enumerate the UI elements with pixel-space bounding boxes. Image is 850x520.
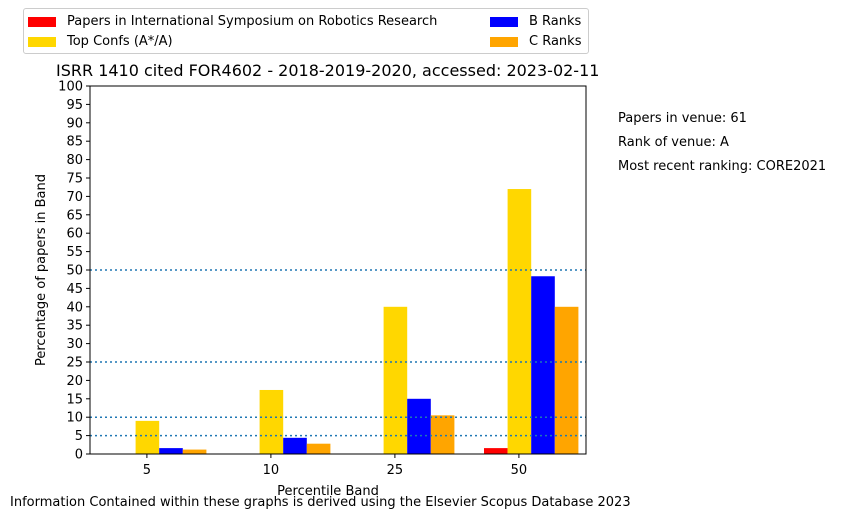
y-tick-label-20: 20: [66, 374, 83, 389]
bar-1-10: [259, 389, 284, 454]
y-tick-label-35: 35: [66, 319, 83, 334]
bar-3-5: [182, 449, 207, 454]
y-axis-label: Percentage of papers in Band: [34, 174, 49, 366]
bar-3-10: [306, 443, 331, 454]
y-tick-label-30: 30: [66, 337, 83, 352]
y-tick-label-55: 55: [66, 245, 83, 260]
legend-label-venue: Papers in International Symposium on Rob…: [67, 14, 438, 29]
x-tick-label-10: 10: [263, 463, 280, 478]
rank-of-venue: Rank of venue: A: [618, 135, 729, 150]
y-tick-label-15: 15: [66, 392, 83, 407]
legend-item-c-ranks: C Ranks: [490, 34, 581, 49]
footer-note: Information Contained within these graph…: [10, 495, 631, 510]
y-tick-label-5: 5: [75, 429, 83, 444]
y-tick-label-0: 0: [75, 448, 83, 463]
papers-in-venue: Papers in venue: 61: [618, 111, 747, 126]
bar-3-25: [430, 415, 455, 454]
legend: Papers in International Symposium on Rob…: [23, 8, 589, 54]
y-tick-label-70: 70: [66, 190, 83, 205]
y-tick-label-25: 25: [66, 356, 83, 371]
x-axis-label: Percentile Band: [277, 484, 379, 499]
y-tick-label-95: 95: [66, 98, 83, 113]
y-tick-label-80: 80: [66, 153, 83, 168]
legend-swatch-b-ranks: [490, 16, 518, 27]
y-tick-label-90: 90: [66, 116, 83, 131]
bar-2-5: [159, 448, 183, 454]
bar-2-10: [283, 437, 307, 454]
y-tick-label-85: 85: [66, 135, 83, 150]
legend-swatch-top-confs: [28, 36, 56, 47]
y-tick-label-60: 60: [66, 227, 83, 242]
bar-1-50: [507, 189, 532, 455]
bar-2-50: [531, 276, 555, 454]
x-tick-label-50: 50: [511, 463, 528, 478]
y-tick-label-50: 50: [66, 264, 83, 279]
y-tick-label-10: 10: [66, 411, 83, 426]
x-tick-label-25: 25: [387, 463, 404, 478]
bar-3-50: [554, 306, 579, 454]
y-tick-label-45: 45: [66, 282, 83, 297]
y-tick-label-100: 100: [58, 80, 83, 95]
chart-title: ISRR 1410 cited FOR4602 - 2018-2019-2020…: [56, 61, 600, 80]
legend-label-b-ranks: B Ranks: [529, 14, 582, 29]
legend-item-b-ranks: B Ranks: [490, 14, 581, 29]
most-recent-ranking: Most recent ranking: CORE2021: [618, 159, 827, 174]
bar-1-5: [135, 420, 160, 454]
legend-item-top-confs: Top Confs (A*/A): [28, 34, 173, 49]
legend-swatch-c-ranks: [490, 36, 518, 47]
y-tick-label-75: 75: [66, 172, 83, 187]
bar-1-25: [383, 306, 408, 454]
legend-item-venue: Papers in International Symposium on Rob…: [28, 14, 437, 29]
bar-0-50: [484, 448, 508, 454]
legend-label-c-ranks: C Ranks: [529, 34, 582, 49]
y-tick-label-40: 40: [66, 300, 83, 315]
y-tick-label-65: 65: [66, 208, 83, 223]
legend-swatch-venue: [28, 16, 56, 27]
legend-label-top-confs: Top Confs (A*/A): [67, 34, 173, 49]
bar-2-25: [407, 398, 431, 454]
x-tick-label-5: 5: [143, 463, 151, 478]
